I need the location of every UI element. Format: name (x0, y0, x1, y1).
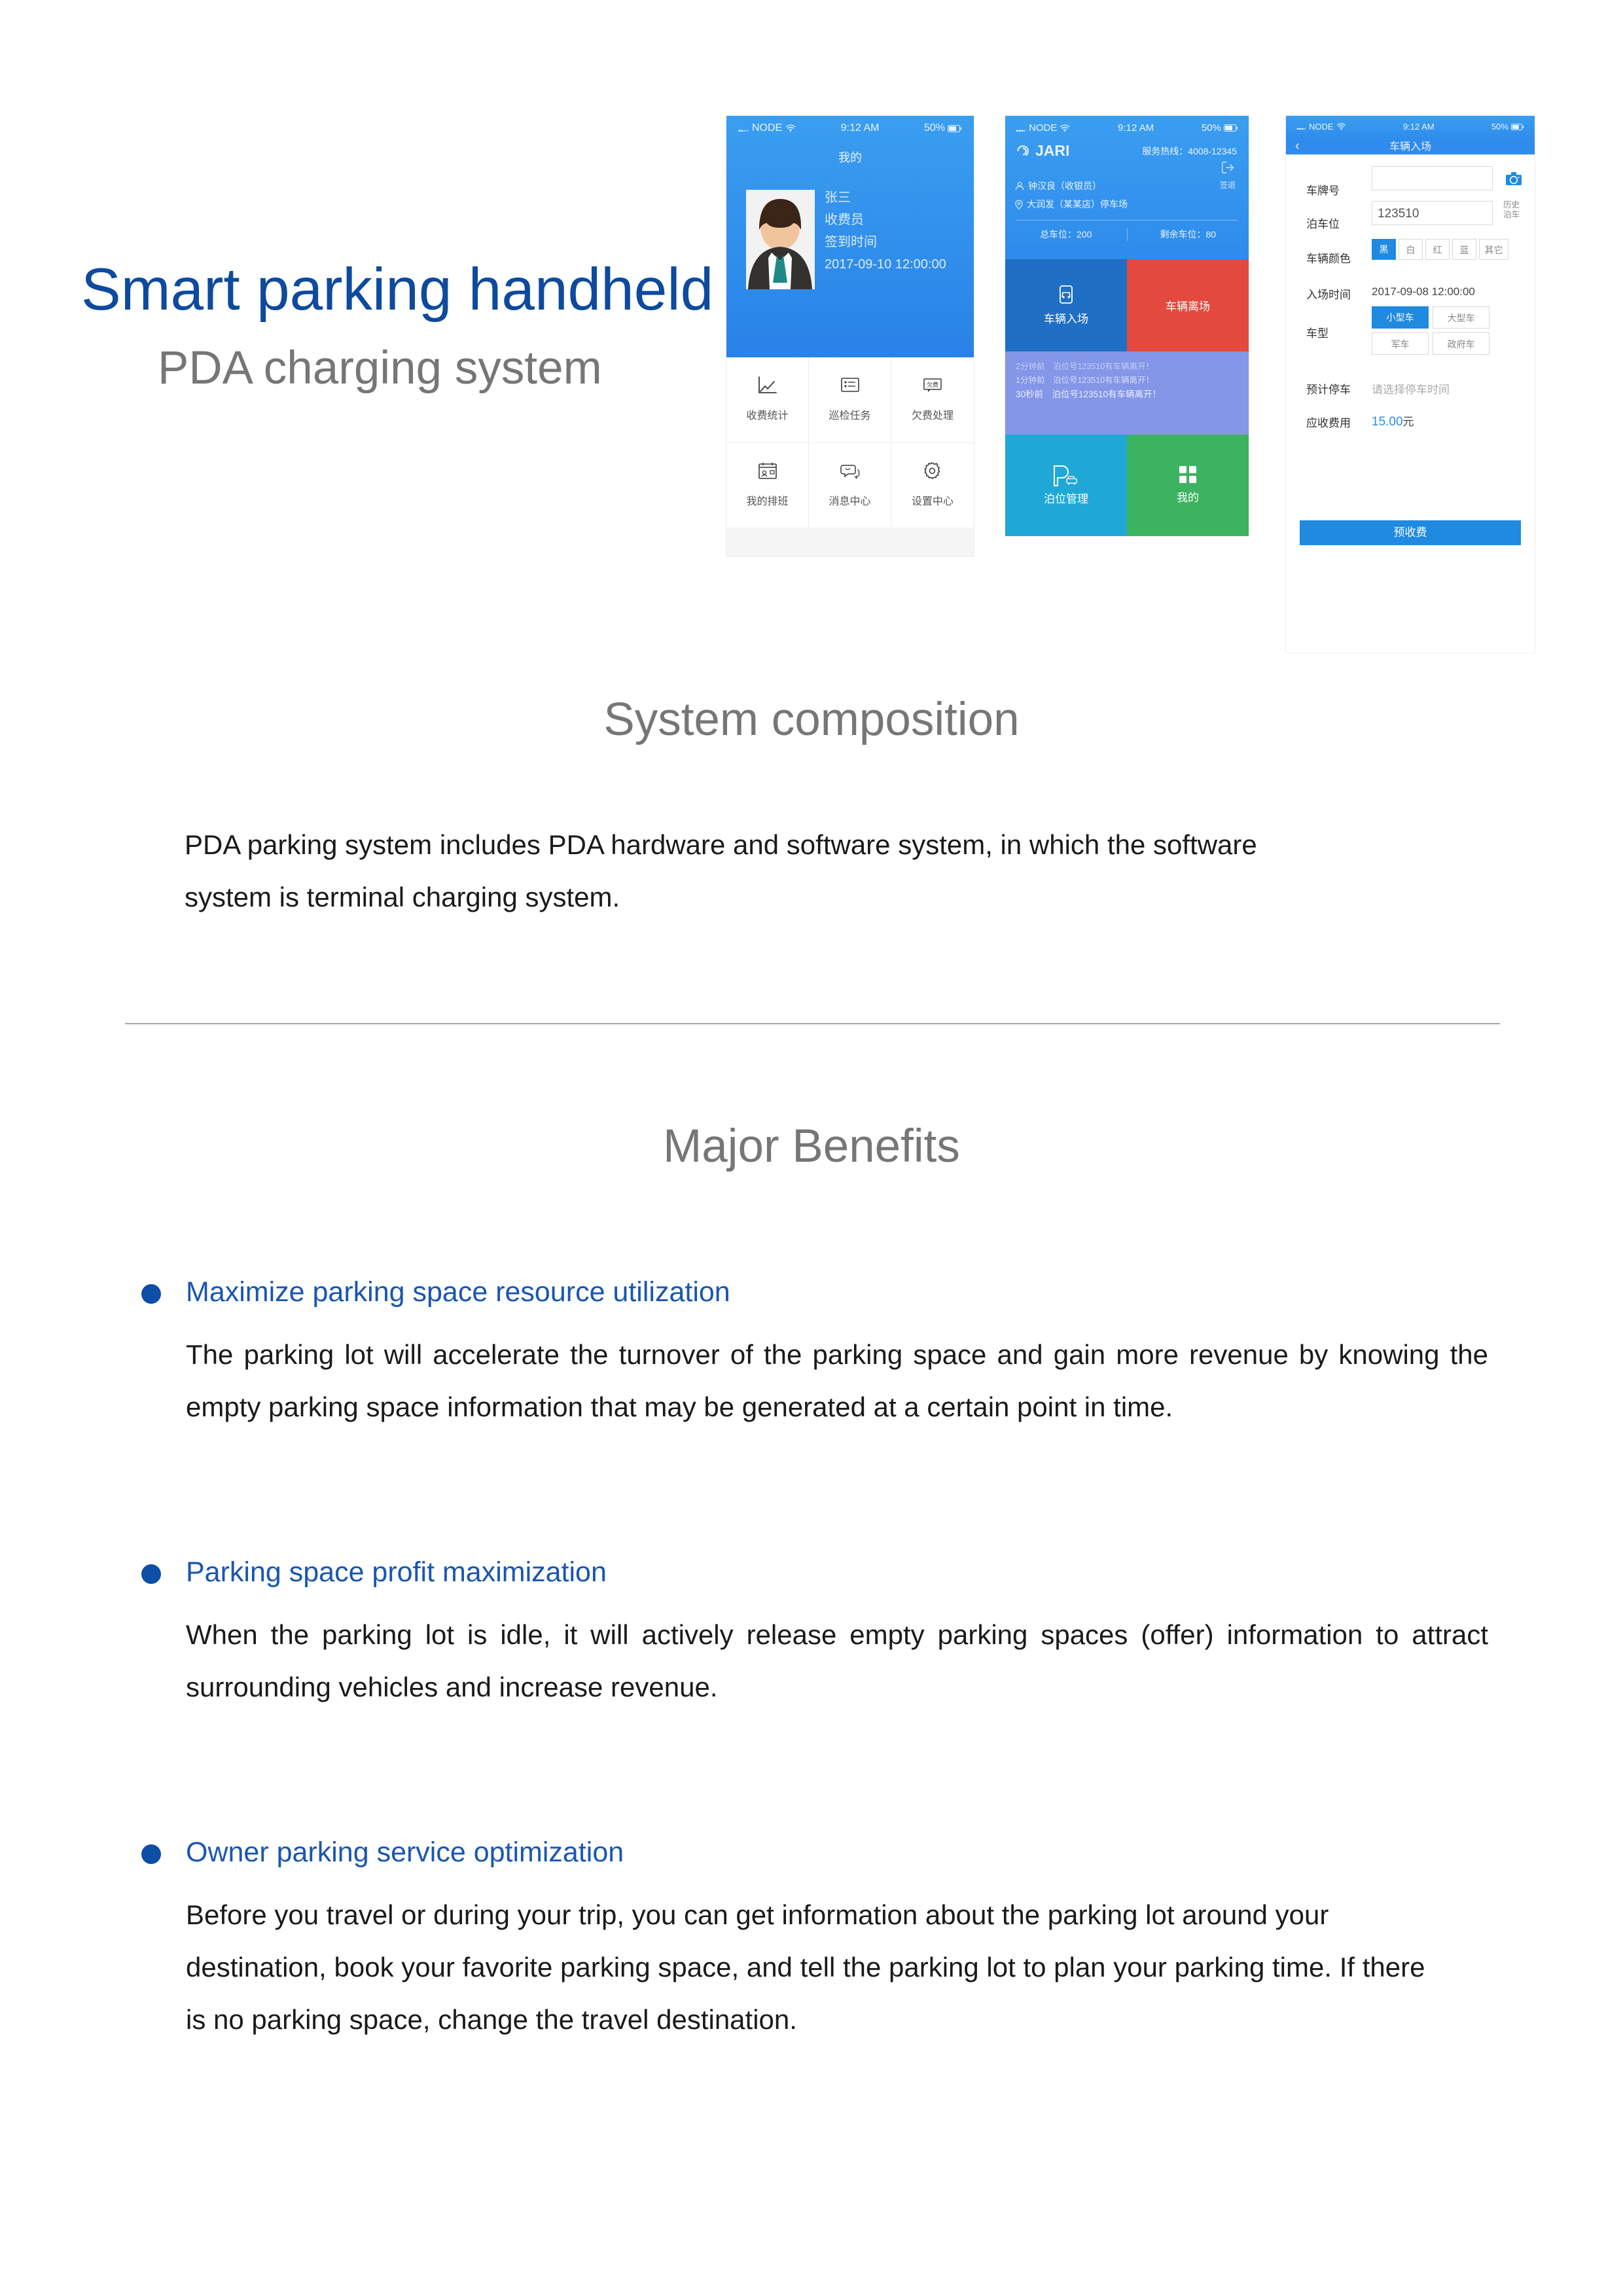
svg-text:欠费: 欠费 (927, 381, 938, 388)
